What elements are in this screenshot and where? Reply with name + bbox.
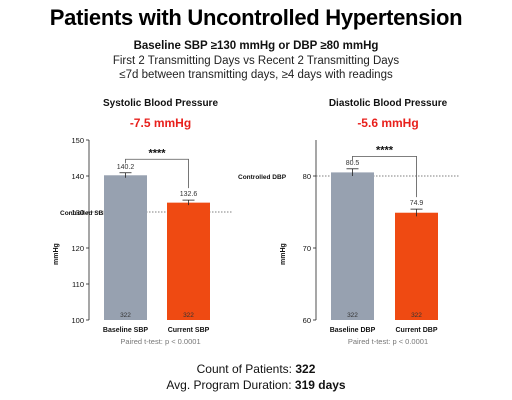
y-tick-label: 100: [71, 316, 84, 325]
y-axis-label: mmHg: [280, 243, 287, 265]
threshold-label: Controlled SBP: [60, 210, 108, 217]
comparison-line: First 2 Transmitting Days vs Recent 2 Tr…: [112, 55, 400, 67]
y-tick-label: 80: [303, 172, 311, 181]
n-label: 322: [120, 312, 131, 319]
significance-label: ****: [376, 144, 394, 156]
delta-label: -5.6 mmHg: [357, 116, 418, 130]
program-duration-value: 319 days: [294, 378, 346, 392]
y-tick-label: 120: [71, 244, 84, 253]
data-label: 80.5: [346, 160, 360, 167]
y-tick-label: 60: [303, 316, 311, 325]
delta-label: -7.5 mmHg: [130, 116, 191, 130]
patient-count-label: Count of Patients:: [196, 362, 292, 376]
data-label: 74.9: [410, 200, 424, 207]
program-duration-label: Avg. Program Duration:: [166, 378, 292, 392]
patient-count: Count of Patients: 322: [0, 362, 512, 376]
threshold-label: Controlled DBP: [238, 174, 287, 181]
page-title: Patients with Uncontrolled Hypertension: [49, 5, 463, 30]
y-tick-label: 70: [303, 244, 311, 253]
n-label: 322: [347, 312, 358, 319]
chart-title: Systolic Blood Pressure: [103, 98, 218, 109]
bar: [331, 172, 374, 320]
eligibility-line: ≤7d between transmitting days, ≥4 days w…: [119, 69, 393, 81]
category-label: Baseline SBP: [103, 327, 148, 334]
program-duration: Avg. Program Duration: 319 days: [0, 378, 512, 392]
data-label: 140.2: [117, 164, 135, 171]
test-note: Paired t-test: p < 0.0001: [348, 337, 428, 346]
y-tick-label: 110: [72, 280, 84, 289]
data-label: 132.6: [180, 191, 198, 198]
bar: [104, 175, 147, 320]
significance-bracket: [352, 156, 417, 198]
test-note: Paired t-test: p < 0.0001: [120, 337, 200, 346]
bar: [167, 202, 210, 320]
category-label: Current DBP: [395, 327, 437, 334]
y-tick-label: 130: [71, 208, 84, 217]
significance-label: ****: [148, 147, 166, 159]
criteria-line: Baseline SBP ≥130 mmHg or DBP ≥80 mmHg: [133, 40, 379, 52]
bar: [395, 212, 438, 320]
y-tick-label: 150: [71, 136, 84, 145]
patient-count-value: 322: [295, 362, 316, 376]
significance-bracket: [125, 158, 189, 189]
y-axis-label: mmHg: [53, 243, 60, 265]
category-label: Baseline DBP: [330, 327, 376, 334]
y-tick-label: 140: [71, 172, 84, 181]
category-label: Current SBP: [168, 327, 210, 334]
n-label: 322: [183, 312, 194, 319]
n-label: 322: [411, 312, 422, 319]
chart-title: Diastolic Blood Pressure: [329, 98, 448, 109]
